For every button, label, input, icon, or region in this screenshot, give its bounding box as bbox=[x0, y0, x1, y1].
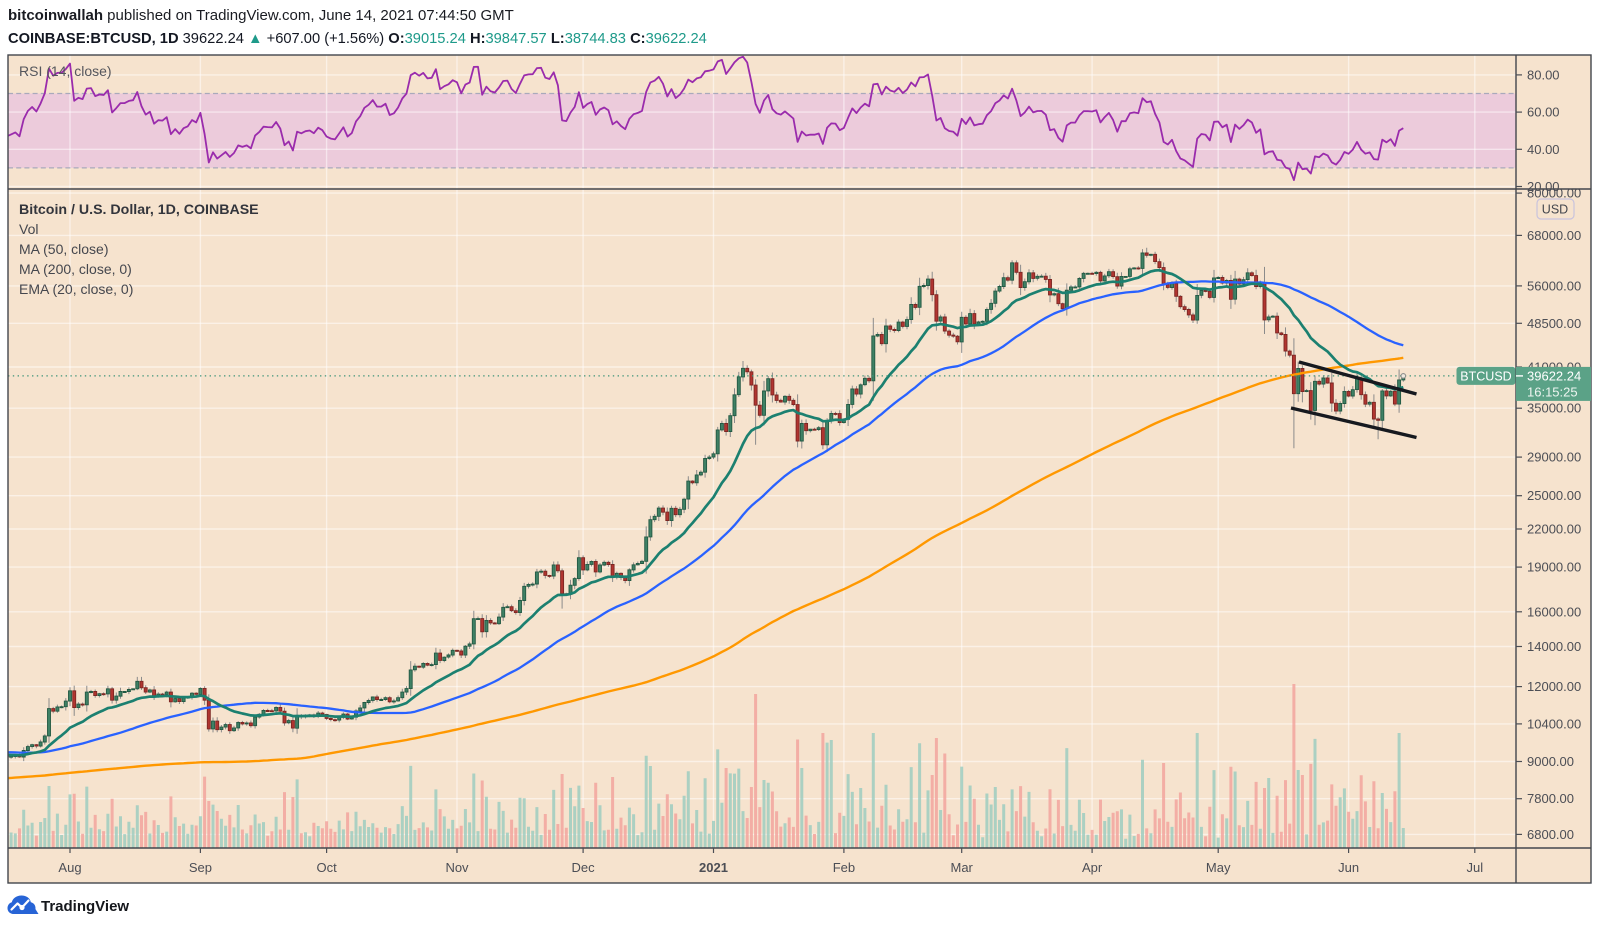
svg-text:Aug: Aug bbox=[58, 860, 81, 875]
svg-text:Dec: Dec bbox=[572, 860, 596, 875]
svg-text:19000.00: 19000.00 bbox=[1527, 560, 1581, 575]
svg-text:Vol: Vol bbox=[19, 221, 38, 237]
svg-text:14000.00: 14000.00 bbox=[1527, 639, 1581, 654]
svg-text:7800.00: 7800.00 bbox=[1527, 791, 1574, 806]
svg-text:68000.00: 68000.00 bbox=[1527, 228, 1581, 243]
svg-text:Bitcoin / U.S. Dollar, 1D, COI: Bitcoin / U.S. Dollar, 1D, COINBASE bbox=[19, 202, 259, 218]
svg-text:bitcoinwallah published on Tra: bitcoinwallah published on TradingView.c… bbox=[8, 7, 514, 24]
svg-text:Oct: Oct bbox=[316, 860, 337, 875]
svg-text:39622.24: 39622.24 bbox=[1527, 368, 1581, 383]
svg-text:35000.00: 35000.00 bbox=[1527, 401, 1581, 416]
svg-text:MA (50, close): MA (50, close) bbox=[19, 241, 108, 257]
svg-text:9000.00: 9000.00 bbox=[1527, 754, 1574, 769]
svg-text:20.00: 20.00 bbox=[1527, 179, 1560, 194]
svg-text:2021: 2021 bbox=[699, 860, 728, 875]
svg-text:Nov: Nov bbox=[445, 860, 469, 875]
svg-text:16:15:25: 16:15:25 bbox=[1527, 384, 1578, 399]
svg-text:TradingView: TradingView bbox=[41, 898, 129, 915]
svg-text:USD: USD bbox=[1542, 203, 1568, 217]
svg-text:80.00: 80.00 bbox=[1527, 67, 1560, 82]
svg-text:May: May bbox=[1206, 860, 1231, 875]
svg-text:COINBASE:BTCUSD, 1D 39622.24: COINBASE:BTCUSD, 1D 39622.24 ▲ +607.00 (… bbox=[8, 31, 707, 47]
svg-text:29000.00: 29000.00 bbox=[1527, 450, 1581, 465]
svg-text:22000.00: 22000.00 bbox=[1527, 522, 1581, 537]
svg-text:80000.00: 80000.00 bbox=[1527, 186, 1581, 201]
svg-text:Mar: Mar bbox=[951, 860, 974, 875]
svg-text:EMA (20, close, 0): EMA (20, close, 0) bbox=[19, 281, 133, 297]
svg-text:Feb: Feb bbox=[833, 860, 855, 875]
svg-text:40.00: 40.00 bbox=[1527, 142, 1560, 157]
svg-text:Sep: Sep bbox=[189, 860, 212, 875]
svg-text:6800.00: 6800.00 bbox=[1527, 827, 1574, 842]
svg-text:Jun: Jun bbox=[1338, 860, 1359, 875]
svg-text:60.00: 60.00 bbox=[1527, 105, 1560, 120]
svg-text:48500.00: 48500.00 bbox=[1527, 316, 1581, 331]
svg-text:BTCUSD: BTCUSD bbox=[1460, 369, 1511, 383]
svg-text:12000.00: 12000.00 bbox=[1527, 679, 1581, 694]
svg-text:16000.00: 16000.00 bbox=[1527, 604, 1581, 619]
svg-text:Jul: Jul bbox=[1466, 860, 1483, 875]
svg-text:Apr: Apr bbox=[1082, 860, 1103, 875]
svg-text:RSI (14, close): RSI (14, close) bbox=[19, 63, 112, 79]
svg-text:10400.00: 10400.00 bbox=[1527, 716, 1581, 731]
svg-text:25000.00: 25000.00 bbox=[1527, 488, 1581, 503]
svg-text:MA (200, close, 0): MA (200, close, 0) bbox=[19, 261, 132, 277]
svg-text:56000.00: 56000.00 bbox=[1527, 278, 1581, 293]
